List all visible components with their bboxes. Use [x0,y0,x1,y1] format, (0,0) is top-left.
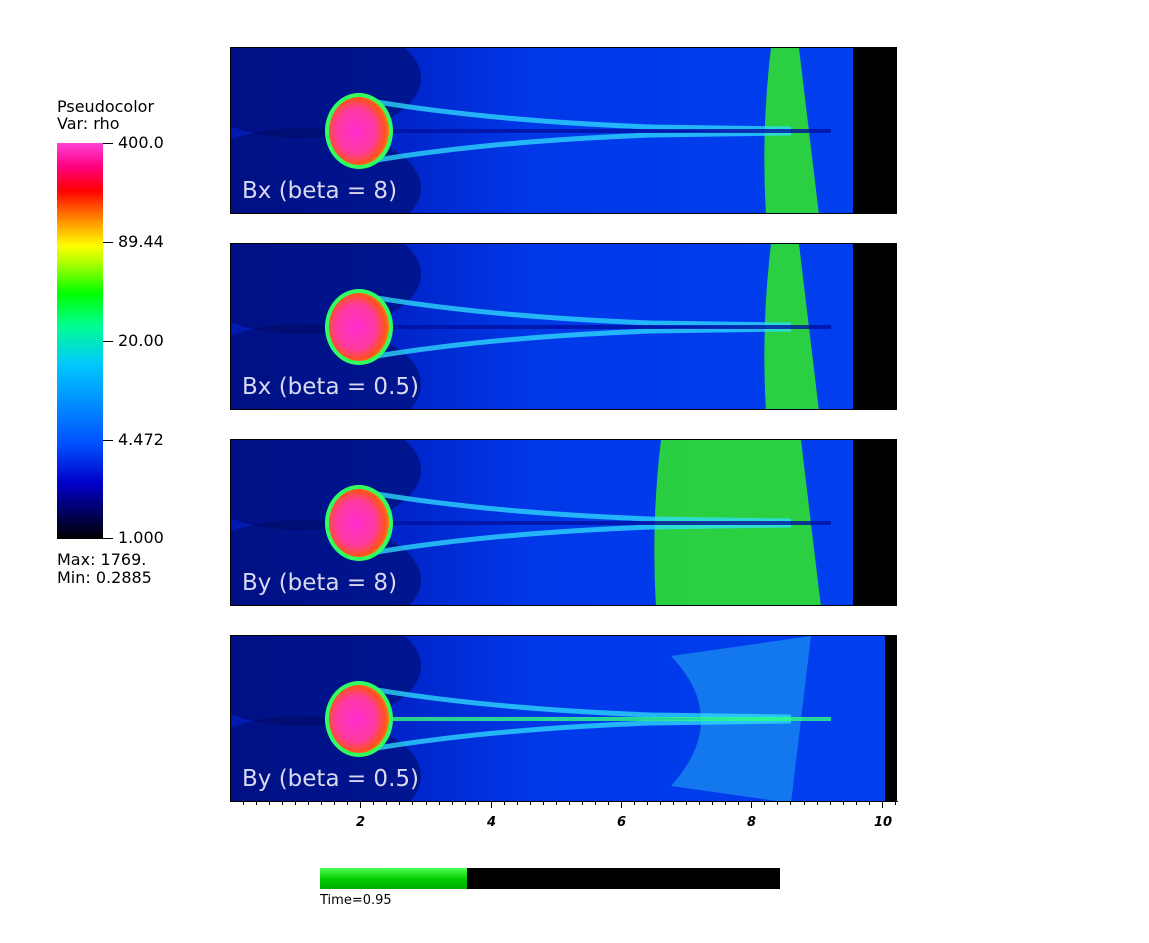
panel-image [231,244,896,409]
colorbar [57,143,103,539]
legend-title: Pseudocolor Var: rho [57,98,154,132]
x-axis-minor-tick [856,801,857,805]
x-axis-minor-tick [738,801,739,805]
x-axis-major-tick [621,801,622,808]
x-axis-minor-tick [869,801,870,805]
legend-title-line1: Pseudocolor [57,97,155,116]
x-axis-minor-tick [504,801,505,805]
x-axis-minor-tick [595,801,596,805]
colorbar-tick [103,341,113,342]
simulation-panel: By (beta = 0.5) [230,635,897,802]
x-axis-minor-tick [334,801,335,805]
x-axis-minor-tick [556,801,557,805]
x-axis-minor-tick [478,801,479,805]
x-axis-minor-tick [399,801,400,805]
legend-min: Min: 0.2885 [57,568,152,587]
x-axis-minor-tick [660,801,661,805]
x-axis-line [230,801,898,802]
x-axis-minor-tick [295,801,296,805]
x-axis-minor-tick [569,801,570,805]
x-axis-minor-tick [608,801,609,805]
x-axis-minor-tick [804,801,805,805]
panel-image [231,440,896,605]
x-axis-minor-tick [256,801,257,805]
colorbar-tick-label: 1.000 [118,528,164,547]
time-progress-bar [320,868,780,889]
colorbar-tick [103,440,113,441]
x-axis-minor-tick [439,801,440,805]
simulation-panel: Bx (beta = 0.5) [230,243,897,410]
x-axis-minor-tick [764,801,765,805]
x-axis-minor-tick [347,801,348,805]
panel-label: Bx (beta = 8) [242,178,398,204]
x-axis-minor-tick [699,801,700,805]
legend-title-line2: Var: rho [57,114,120,133]
x-axis-tick-label: 4 [487,815,497,830]
x-axis-minor-tick [543,801,544,805]
x-axis-minor-tick [282,801,283,805]
colorbar-tick [103,143,113,144]
simulation-panel: By (beta = 8) [230,439,897,606]
legend-max: Max: 1769. [57,550,147,569]
colorbar-tick-label: 89.44 [118,232,164,251]
colorbar-tick-label: 4.472 [118,430,164,449]
colorbar-tick [103,242,113,243]
x-axis-minor-tick [895,801,896,805]
x-axis-minor-tick [243,801,244,805]
time-progress-fill [320,868,468,889]
x-axis-minor-tick [725,801,726,805]
panel-image [231,48,896,213]
x-axis-minor-tick [269,801,270,805]
x-axis-tick-label: 10 [874,815,893,830]
x-axis-major-tick [751,801,752,808]
x-axis-minor-tick [582,801,583,805]
x-axis-minor-tick [843,801,844,805]
panel-label: Bx (beta = 0.5) [242,374,419,400]
x-axis-tick-label: 6 [617,815,627,830]
x-axis-minor-tick [712,801,713,805]
x-axis-minor-tick [686,801,687,805]
time-label: Time=0.95 [320,893,392,908]
x-axis-minor-tick [777,801,778,805]
x-axis-minor-tick [830,801,831,805]
x-axis-major-tick [882,801,883,808]
x-axis-tick-label: 8 [747,815,757,830]
x-axis-minor-tick [530,801,531,805]
colorbar-tick-label: 400.0 [118,133,164,152]
x-axis-major-tick [491,801,492,808]
panel-label: By (beta = 0.5) [242,766,419,792]
x-axis-minor-tick [452,801,453,805]
x-axis-minor-tick [373,801,374,805]
x-axis-tick-label: 2 [356,815,366,830]
x-axis-minor-tick [517,801,518,805]
x-axis-minor-tick [647,801,648,805]
colorbar-tick-label: 20.00 [118,331,164,350]
x-axis-minor-tick [673,801,674,805]
x-axis-major-tick [360,801,361,808]
x-axis-minor-tick [634,801,635,805]
x-axis-minor-tick [790,801,791,805]
colorbar-tick [103,538,113,539]
simulation-panel: Bx (beta = 8) [230,47,897,214]
x-axis-minor-tick [465,801,466,805]
panel-image [231,636,896,801]
x-axis-minor-tick [412,801,413,805]
x-axis-minor-tick [817,801,818,805]
x-axis-minor-tick [321,801,322,805]
x-axis-minor-tick [426,801,427,805]
panel-label: By (beta = 8) [242,570,398,596]
x-axis-minor-tick [308,801,309,805]
x-axis-minor-tick [386,801,387,805]
